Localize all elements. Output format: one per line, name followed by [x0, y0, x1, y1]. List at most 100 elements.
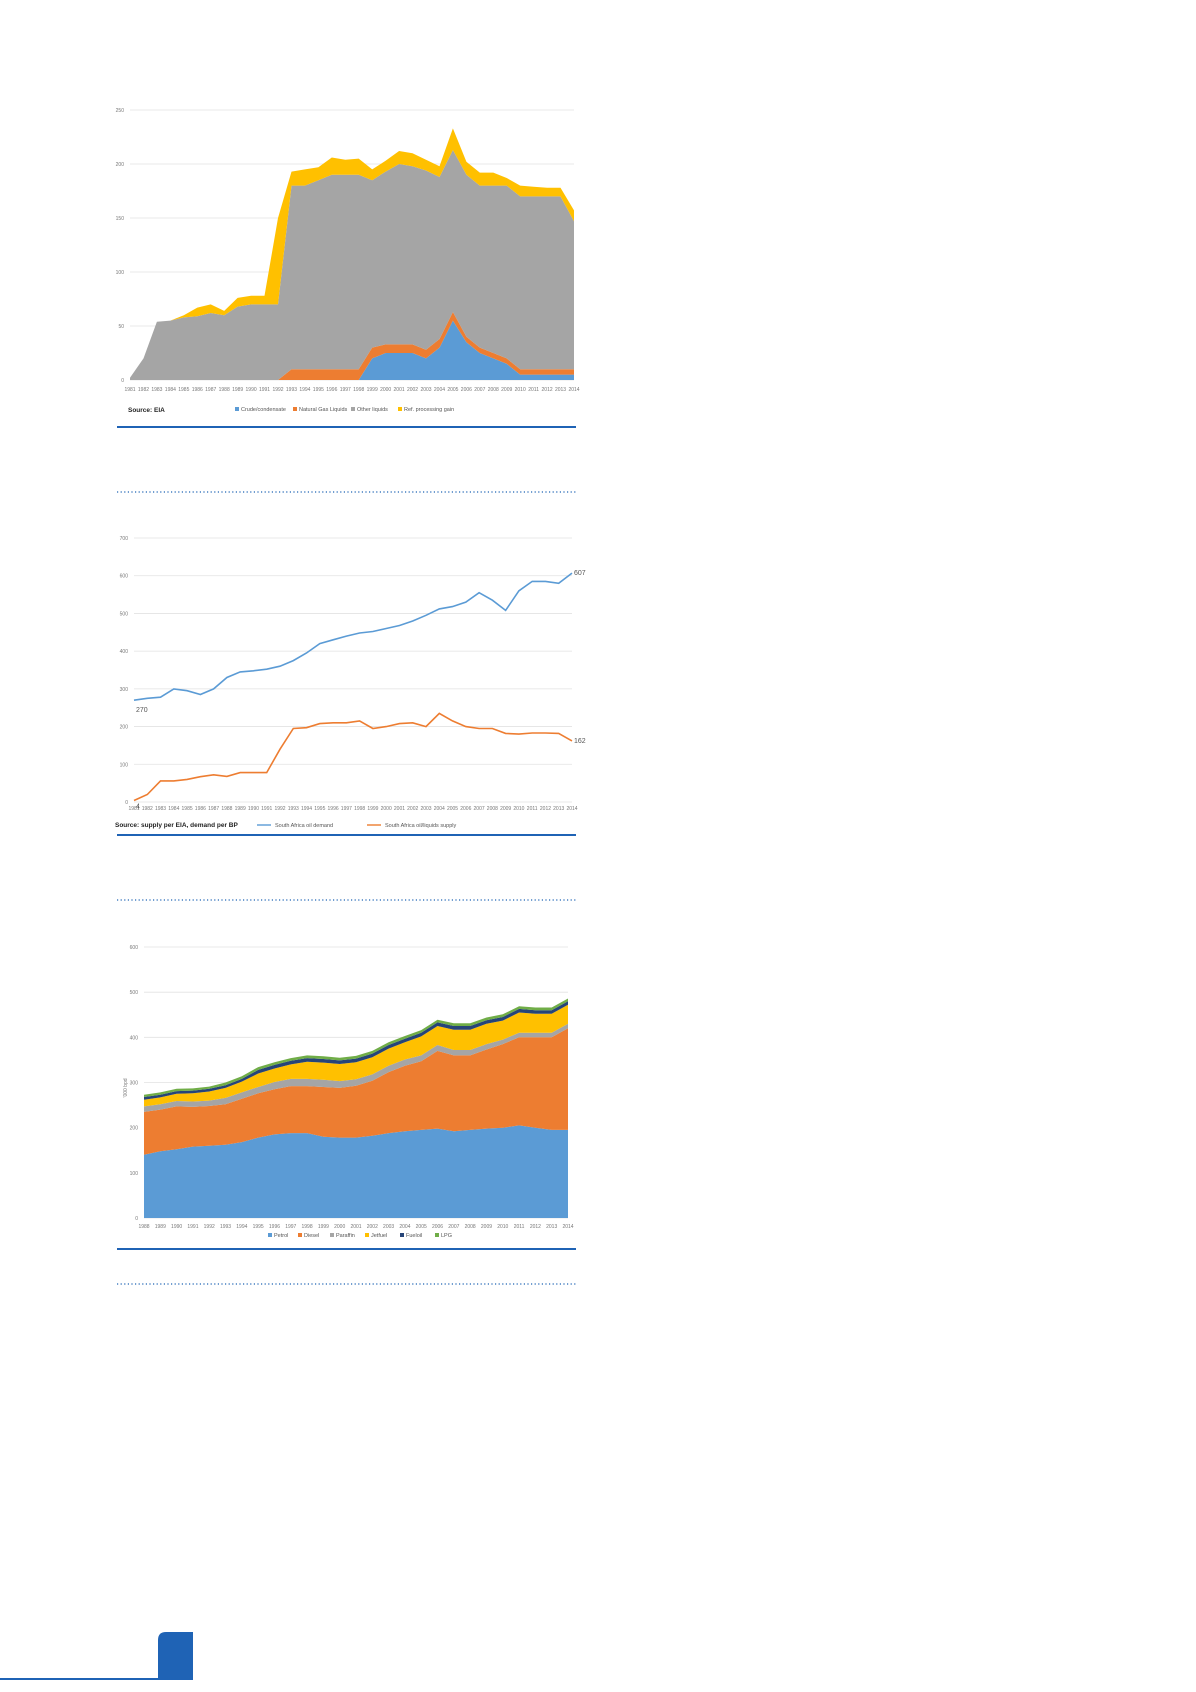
chart2-x-tick-label: 2010	[513, 806, 524, 812]
chart2-x-tick-label: 1995	[314, 806, 325, 812]
chart3-y-tick-label: 600	[130, 945, 139, 951]
chart3-y-tick-label: 100	[130, 1171, 139, 1177]
chart2-y-tick-label: 600	[120, 574, 129, 580]
chart3-x-tick-label: 2011	[514, 1224, 525, 1230]
chart1-x-tick-label: 1995	[313, 387, 324, 393]
chart2-x-tick-label: 1986	[195, 806, 206, 812]
page-number-tab	[158, 1632, 193, 1680]
chart3-x-tick-label: 2006	[432, 1224, 443, 1230]
chart1-x-tick-label: 1998	[353, 387, 364, 393]
chart2-data-label: 607	[574, 570, 586, 577]
chart1-legend-label: Ref. processing gain	[404, 407, 454, 413]
chart3-x-tick-label: 2005	[416, 1224, 427, 1230]
chart2-y-tick-label: 400	[120, 649, 129, 655]
chart1-legend-swatch	[293, 407, 297, 411]
chart2-x-tick-label: 2014	[566, 806, 577, 812]
chart1-x-tick-label: 2007	[474, 387, 485, 393]
chart1-x-tick-label: 1981	[124, 387, 135, 393]
chart2-x-tick-label: 2009	[500, 806, 511, 812]
chart1-x-tick-label: 1992	[272, 387, 283, 393]
chart3-x-tick-label: 1994	[236, 1224, 247, 1230]
chart2-x-tick-label: 2001	[394, 806, 405, 812]
chart1-y-tick-label: 150	[116, 216, 125, 222]
chart3-x-tick-label: 1991	[187, 1224, 198, 1230]
chart1-y-tick-label: 0	[121, 378, 124, 384]
chart3-legend-swatch	[400, 1233, 404, 1237]
chart1-y-tick-label: 200	[116, 162, 125, 168]
chart3-legend-label: Jetfuel	[371, 1233, 387, 1239]
chart1-legend-label: Natural Gas Liquids	[299, 407, 348, 413]
chart3-x-tick-label: 1990	[171, 1224, 182, 1230]
chart3-legend-swatch	[435, 1233, 439, 1237]
chart1-area-natural-gas-liquids	[130, 312, 574, 380]
chart1-x-tick-label: 2000	[380, 387, 391, 393]
chart2-x-tick-label: 1989	[235, 806, 246, 812]
chart3-legend-label: LPG	[441, 1233, 452, 1239]
chart1-x-tick-label: 1982	[138, 387, 149, 393]
chart1-bottom-rule	[117, 426, 576, 428]
chart3-x-tick-label: 1999	[318, 1224, 329, 1230]
chart2-x-tick-label: 2003	[420, 806, 431, 812]
chart3-area-jetfuel	[144, 1004, 568, 1107]
chart2-legend-label: South Africa oil/liquids supply	[385, 823, 456, 829]
chart3-bottom-rule	[117, 1248, 576, 1250]
chart1-x-tick-label: 1989	[232, 387, 243, 393]
chart1-x-tick-label: 2009	[501, 387, 512, 393]
chart1-x-tick-label: 1997	[340, 387, 351, 393]
chart2-x-tick-label: 2008	[487, 806, 498, 812]
chart1-x-tick-label: 2003	[420, 387, 431, 393]
chart3-x-tick-label: 2012	[530, 1224, 541, 1230]
chart3-x-tick-label: 2003	[383, 1224, 394, 1230]
chart2-x-tick-label: 1990	[248, 806, 259, 812]
chart1-y-tick-label: 250	[116, 108, 125, 114]
chart1-x-tick-label: 1993	[286, 387, 297, 393]
chart1-source: Source: EIA	[128, 407, 165, 414]
chart1-legend-swatch	[235, 407, 239, 411]
chart1-x-tick-label: 2011	[528, 387, 539, 393]
chart1-x-tick-label: 1987	[205, 387, 216, 393]
chart1-x-tick-label: 2002	[407, 387, 418, 393]
chart1-x-tick-label: 1999	[367, 387, 378, 393]
chart2-data-label: 270	[136, 707, 148, 714]
chart2-y-tick-label: 100	[120, 762, 129, 768]
chart2-x-tick-label: 2013	[553, 806, 564, 812]
chart1-area-crude-condensate	[130, 320, 574, 380]
chart2-x-tick-label: 1999	[367, 806, 378, 812]
chart2-x-tick-label: 1982	[142, 806, 153, 812]
chart3-x-tick-label: 2009	[481, 1224, 492, 1230]
chart1-legend-label: Crude/condensate	[241, 407, 286, 413]
chart3-x-tick-label: 1988	[138, 1224, 149, 1230]
chart3-y-tick-label: 500	[130, 990, 139, 996]
chart2-data-label: 162	[574, 738, 586, 745]
chart2-y-tick-label: 300	[120, 687, 129, 693]
chart2-x-tick-label: 1996	[328, 806, 339, 812]
chart3-x-tick-label: 2013	[546, 1224, 557, 1230]
chart1-x-tick-label: 1990	[246, 387, 257, 393]
chart1-x-tick-label: 1988	[219, 387, 230, 393]
chart3-area-fueloil	[144, 1001, 568, 1100]
chart1-y-tick-label: 100	[116, 270, 125, 276]
chart3-y-tick-label: 200	[130, 1126, 139, 1132]
chart1-legend-swatch	[351, 407, 355, 411]
chart3-x-tick-label: 2002	[367, 1224, 378, 1230]
chart1-x-tick-label: 1996	[326, 387, 337, 393]
chart3-y-tick-label: 300	[130, 1081, 139, 1087]
chart2-x-tick-label: 1983	[155, 806, 166, 812]
chart3-legend-label: Diesel	[304, 1233, 319, 1239]
chart2-x-tick-label: 2002	[407, 806, 418, 812]
chart1-x-tick-label: 2005	[447, 387, 458, 393]
chart3-x-tick-label: 1996	[269, 1224, 280, 1230]
chart1-x-tick-label: 1994	[299, 387, 310, 393]
chart1-x-tick-label: 2012	[542, 387, 553, 393]
chart2-x-tick-label: 1992	[274, 806, 285, 812]
chart3-x-tick-label: 1989	[155, 1224, 166, 1230]
chart2-x-tick-label: 2006	[460, 806, 471, 812]
chart2-y-tick-label: 700	[120, 536, 129, 542]
chart2-y-tick-label: 200	[120, 725, 129, 731]
chart2-x-tick-label: 2000	[381, 806, 392, 812]
chart3-x-tick-label: 2008	[465, 1224, 476, 1230]
chart2-x-tick-label: 1997	[341, 806, 352, 812]
chart3-legend-swatch	[365, 1233, 369, 1237]
chart3-x-tick-label: 1998	[302, 1224, 313, 1230]
